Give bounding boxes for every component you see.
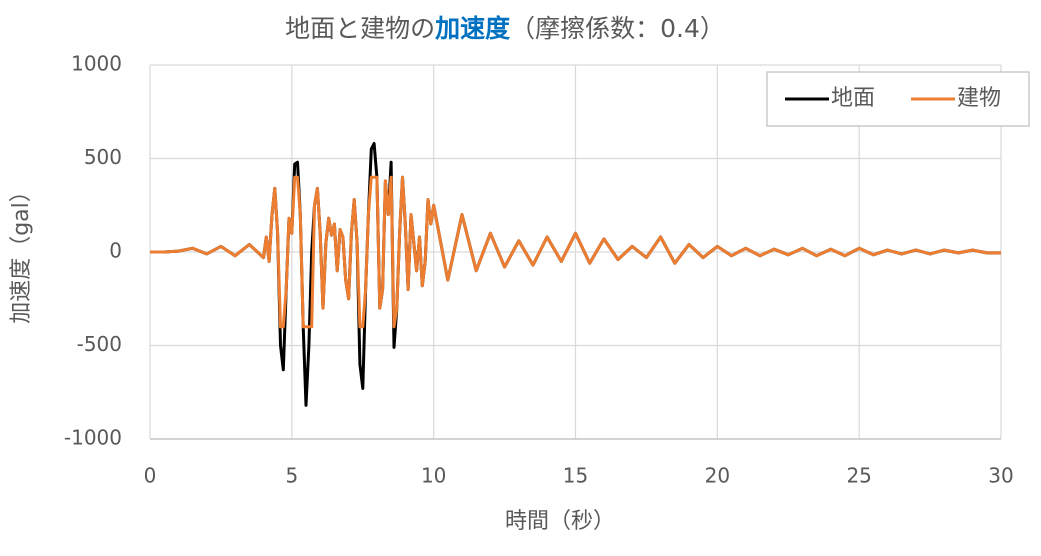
- legend-box: [766, 71, 1030, 127]
- y-tick-label: -500: [77, 332, 122, 356]
- legend-label: 建物: [957, 86, 1001, 111]
- x-tick-label: 5: [285, 464, 298, 488]
- title-part: 加速度: [434, 14, 510, 43]
- x-axis-label: 時間（秒）: [505, 509, 615, 534]
- x-tick-label: 15: [563, 464, 588, 488]
- x-tick-label: 20: [705, 464, 730, 488]
- y-axis-label: 加速度（gal）: [9, 180, 34, 324]
- y-tick-label: 1000: [71, 52, 122, 76]
- x-tick-label: 10: [421, 464, 446, 488]
- title-part: 地面と建物の: [285, 14, 435, 43]
- x-tick-label: 0: [144, 464, 157, 488]
- x-tick-label: 30: [988, 464, 1013, 488]
- x-tick-label: 25: [846, 464, 871, 488]
- series-line: [150, 175, 1001, 329]
- legend-label: 地面: [831, 86, 875, 111]
- y-tick-label: -1000: [64, 426, 122, 450]
- chart-title: 地面と建物の加速度（摩擦係数：0.4）: [285, 14, 725, 43]
- y-tick-label: 500: [84, 145, 122, 169]
- y-tick-label: 0: [109, 239, 122, 263]
- title-part: （摩擦係数：0.4）: [510, 14, 725, 43]
